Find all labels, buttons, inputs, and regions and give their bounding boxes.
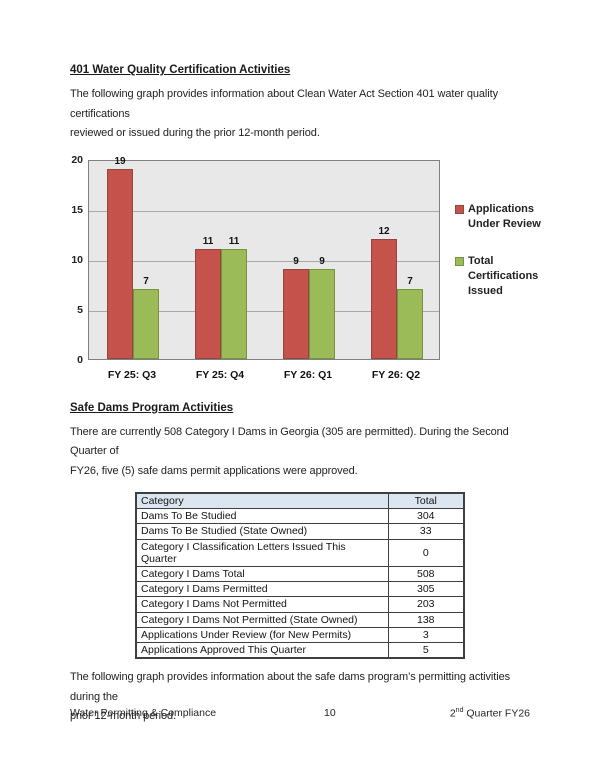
data-label: 11 xyxy=(228,235,240,247)
paragraph-line: FY26, five (5) safe dams permit applicat… xyxy=(70,464,358,477)
table-cell-category: Applications Under Review (for New Permi… xyxy=(135,626,389,644)
data-label: 12 xyxy=(378,225,390,237)
data-label: 7 xyxy=(407,275,413,287)
legend-label: Applications Under Review xyxy=(468,202,541,230)
paragraph-safe-dams-2: The following graph provides information… xyxy=(70,668,530,727)
dams-summary-table: Category Total Dams To Be Studied 304 Dams… xyxy=(135,492,465,660)
legend-item: Applications Under Review xyxy=(455,202,548,232)
bar-group: 12 7 xyxy=(353,161,441,359)
gridline xyxy=(89,210,439,212)
footer-quarter-rest: Quarter FY26 xyxy=(463,707,530,720)
bar xyxy=(195,248,221,359)
certifications-bar-chart: 19 7 11 11 9 9 12 7 0 5 10 15 20 FY 25: Q3 FY 25: Q4 F… xyxy=(70,154,540,382)
table-header-row: Category Total xyxy=(135,492,465,510)
data-label: 19 xyxy=(114,155,126,167)
legend-label: Total Certifications Issued xyxy=(468,254,539,297)
table-cell-category: Category I Dams Total xyxy=(135,566,389,583)
bar-group: 11 11 xyxy=(177,161,265,359)
y-axis-tick-label: 15 xyxy=(71,203,83,216)
bar xyxy=(107,168,133,359)
footer-quarter-sup: nd xyxy=(455,707,464,714)
bar xyxy=(283,268,309,359)
gridline xyxy=(89,260,439,262)
paragraph-safe-dams: There are currently 508 Category I Dams … xyxy=(70,423,530,482)
data-label: 7 xyxy=(143,275,149,287)
table-row: Category I Dams Not Permitted 203 xyxy=(135,596,465,613)
legend-swatch-icon xyxy=(455,204,464,214)
table-cell-category: Category I Dams Not Permitted (State Own… xyxy=(135,611,389,628)
table-cell-total: 33 xyxy=(387,523,465,540)
bar xyxy=(309,268,335,359)
x-axis-label: FY 25: Q4 xyxy=(195,368,245,381)
paragraph-line: prior 12-month period. xyxy=(70,710,177,723)
table-cell-total: 508 xyxy=(387,566,465,583)
table-cell-category: Category I Dams Not Permitted xyxy=(135,596,389,613)
y-axis-tick-label: 20 xyxy=(71,153,83,166)
bar xyxy=(371,238,397,359)
table-row: Applications Approved This Quarter 5 xyxy=(135,642,465,659)
paragraph-line: The following graph provides information… xyxy=(70,671,510,703)
footer-page-number: 10 xyxy=(324,707,336,719)
table-row: Dams To Be Studied (State Owned) 33 xyxy=(135,523,465,540)
legend-item: Total Certifications Issued xyxy=(455,254,548,299)
x-axis-label: FY 26: Q1 xyxy=(283,368,333,381)
data-label: 11 xyxy=(202,235,214,247)
bar xyxy=(397,288,423,359)
page-content: 401 Water Quality Certification Activiti… xyxy=(70,64,541,727)
table-header-total: Total xyxy=(387,492,465,510)
table-cell-total: 203 xyxy=(387,596,465,613)
y-axis-tick-label: 5 xyxy=(77,303,83,316)
footer-quarter-base: 2 xyxy=(449,707,456,720)
table-row: Dams To Be Studied 304 xyxy=(135,508,465,525)
paragraph-line: reviewed or issued during the prior 12-m… xyxy=(70,127,320,139)
section-heading-safe-dams: Safe Dams Program Activities xyxy=(70,401,234,414)
table-cell-category: Dams To Be Studied xyxy=(135,508,389,525)
gridline xyxy=(89,310,439,312)
table-cell-category: Applications Approved This Quarter xyxy=(135,642,389,659)
paragraph-401: The following graph provides information… xyxy=(70,85,530,144)
table-row: Applications Under Review (for New Permi… xyxy=(135,626,465,644)
table-cell-total: 138 xyxy=(387,611,465,628)
x-axis-label: FY 26: Q2 xyxy=(371,368,421,381)
table-body: Dams To Be Studied 304 Dams To Be Studied … xyxy=(135,508,465,659)
table-cell-total: 305 xyxy=(387,581,465,598)
y-axis-tick-label: 0 xyxy=(77,353,83,366)
table-header-category: Category xyxy=(135,492,389,510)
table-cell-category: Category I Dams Permitted xyxy=(135,581,389,598)
paragraph-line: The following graph provides information… xyxy=(70,88,498,120)
legend-swatch-icon xyxy=(455,256,464,266)
chart-plot-area: 19 7 11 11 9 9 12 7 xyxy=(88,156,441,360)
table-row: Category I Dams Not Permitted (State Own… xyxy=(135,611,465,628)
paragraph-line: There are currently 508 Category I Dams … xyxy=(70,425,509,458)
table-cell-total: 3 xyxy=(387,626,465,644)
bar-group: 19 7 xyxy=(89,156,177,359)
bar xyxy=(133,288,159,359)
data-label: 9 xyxy=(319,255,325,267)
footer-quarter: 2nd Quarter FY26 xyxy=(450,707,530,720)
y-axis-tick-label: 10 xyxy=(71,253,83,266)
table-cell-total: 0 xyxy=(387,538,465,568)
table-cell-total: 5 xyxy=(387,642,465,659)
table-cell-total: 304 xyxy=(387,508,465,525)
section-heading-401: 401 Water Quality Certification Activiti… xyxy=(70,64,291,76)
bar xyxy=(221,248,247,359)
footer-department: Water Permitting & Compliance xyxy=(70,707,217,719)
table-row: Category I Dams Total 508 xyxy=(135,566,465,583)
table-cell-category: Dams To Be Studied (State Owned) xyxy=(135,523,389,540)
data-label: 9 xyxy=(293,255,299,267)
table-cell-category: Category I Classification Letters Issued… xyxy=(135,538,389,568)
table-row: Category I Classification Letters Issued… xyxy=(135,538,465,568)
table-row: Category I Dams Permitted 305 xyxy=(135,581,465,598)
x-axis-label: FY 25: Q3 xyxy=(107,368,157,381)
